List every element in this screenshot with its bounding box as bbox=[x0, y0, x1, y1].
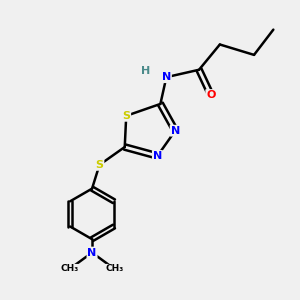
Text: CH₃: CH₃ bbox=[61, 264, 79, 273]
Text: S: S bbox=[95, 160, 104, 170]
Text: CH₃: CH₃ bbox=[105, 264, 124, 273]
Text: H: H bbox=[141, 66, 150, 76]
Text: N: N bbox=[153, 151, 162, 161]
Text: N: N bbox=[87, 248, 97, 257]
Text: N: N bbox=[171, 126, 180, 136]
Text: O: O bbox=[206, 90, 216, 100]
Text: S: S bbox=[122, 111, 130, 121]
Text: N: N bbox=[162, 72, 171, 82]
